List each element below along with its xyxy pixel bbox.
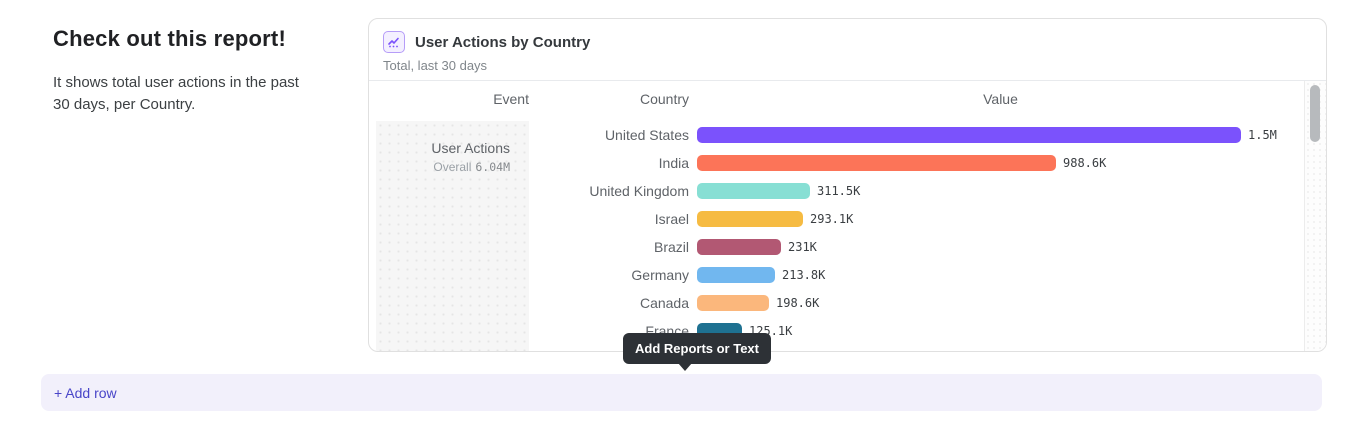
chart-scrollbar-thumb[interactable] [1310,85,1320,142]
chart-row: India 988.6K [369,149,1302,177]
add-row-label: + Add row [54,384,117,401]
event-name: User Actions [431,140,510,156]
add-row-button[interactable]: + Add row [41,374,1322,411]
chart-scrollbar-track[interactable] [1304,81,1326,351]
value-label: 231K [788,240,817,254]
chart-row: Israel 293.1K [369,205,1302,233]
report-chart-area: Event Country Value User Actions Overall… [369,81,1326,351]
chart-rows: United States 1.5M India 988.6K United Kingd… [369,121,1302,345]
event-overall-label: Overall [433,160,472,174]
value-label: 311.5K [817,184,861,198]
value-bar[interactable] [697,239,781,255]
chart-row: Germany 213.8K [369,261,1302,289]
value-bar[interactable] [697,127,1241,143]
add-reports-tooltip-label: Add Reports or Text [635,341,759,356]
country-label: Brazil [653,239,689,255]
value-bar[interactable] [697,211,803,227]
column-header-country: Country [639,91,689,107]
line-chart-icon [383,31,405,53]
value-bar[interactable] [697,295,769,311]
country-label: Canada [639,295,689,311]
report-card-header: User Actions by Country Total, last 30 d… [369,19,1326,81]
value-label: 293.1K [810,212,854,226]
intro-section: Check out this report! It shows total us… [53,26,303,116]
chart-row: United States 1.5M [369,121,1302,149]
event-overall-value: 6.04M [475,160,510,174]
report-card[interactable]: User Actions by Country Total, last 30 d… [368,18,1327,352]
page-title: Check out this report! [53,26,286,51]
chart-row: Canada 198.6K [369,289,1302,317]
value-bar[interactable] [697,183,810,199]
value-label: 213.8K [782,268,826,282]
country-label: United States [604,127,689,143]
page-description: It shows total user actions in the past … [53,74,299,113]
value-label: 198.6K [776,296,820,310]
value-label: 988.6K [1063,156,1107,170]
column-header-value: Value [983,91,1018,107]
country-label: United Kingdom [589,183,689,199]
column-header-event: Event [493,91,529,107]
tooltip-caret-icon [678,363,692,371]
country-label: India [658,155,689,171]
add-reports-tooltip: Add Reports or Text [623,333,771,371]
value-bar[interactable] [697,155,1056,171]
report-subtitle: Total, last 30 days [383,58,488,73]
report-title: User Actions by Country [415,33,591,51]
chart-row: Brazil 231K [369,233,1302,261]
event-overall: Overall 6.04M [376,160,510,174]
value-label: 1.5M [1248,128,1277,142]
chart-row: United Kingdom 311.5K [369,177,1302,205]
chart-row: France 125.1K [369,317,1302,345]
country-label: Israel [654,211,689,227]
event-cell: User Actions Overall 6.04M [376,121,529,351]
country-label: Germany [631,267,689,283]
value-bar[interactable] [697,267,775,283]
